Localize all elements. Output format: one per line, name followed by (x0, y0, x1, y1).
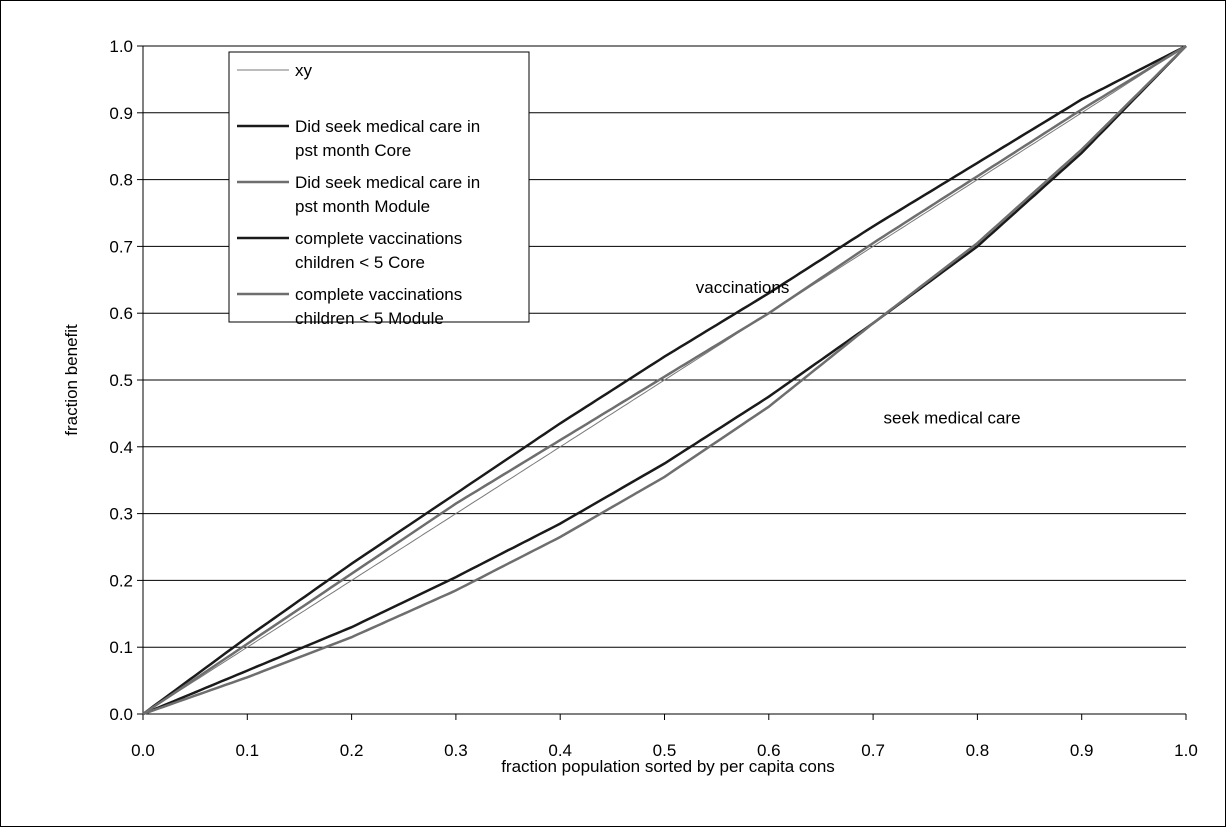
series-lines (142, 44, 1187, 716)
legend-label: children < 5 Core (295, 253, 425, 272)
x-tick-label: 0.7 (861, 741, 885, 760)
legend-label: pst month Core (295, 141, 411, 160)
annotation-label: vaccinations (696, 278, 790, 297)
legend-label: pst month Module (295, 197, 430, 216)
x-tick-label: 0.8 (966, 741, 990, 760)
y-tick-label: 0.9 (109, 104, 133, 123)
x-tick-label: 0.3 (444, 741, 468, 760)
x-axis-label: fraction population sorted by per capita… (501, 757, 835, 776)
series-line-0 (142, 45, 1187, 715)
series-line-3 (142, 44, 1187, 716)
legend-label: Did seek medical care in (295, 173, 480, 192)
y-tick-label: 1.0 (109, 37, 133, 56)
x-tick-label: 0.5 (653, 741, 677, 760)
series-line-1 (142, 45, 1187, 716)
legend-label: Did seek medical care in (295, 117, 480, 136)
y-tick-label: 0.8 (109, 171, 133, 190)
y-tick-label: 0.3 (109, 505, 133, 524)
legend-label: complete vaccinations (295, 229, 462, 248)
y-tick-label: 0.1 (109, 638, 133, 657)
y-tick-label: 0.6 (109, 304, 133, 323)
x-tick-label: 0.1 (235, 741, 259, 760)
x-tick-label: 0.0 (131, 741, 155, 760)
y-tick-label: 0.0 (109, 705, 133, 724)
x-tick-label: 0.4 (548, 741, 572, 760)
x-tick-label: 0.2 (340, 741, 364, 760)
legend-box (228, 51, 530, 323)
x-tick-label: 1.0 (1174, 741, 1198, 760)
y-axis-label: fraction benefit (62, 324, 81, 436)
y-tick-label: 0.2 (109, 571, 133, 590)
y-tick-label: 0.4 (109, 438, 133, 457)
legend-label: xy (295, 61, 313, 80)
legend-label: children < 5 Module (295, 309, 444, 328)
annotation-label: seek medical care (884, 408, 1021, 427)
y-tick-label: 0.5 (109, 371, 133, 390)
annotations: vaccinations seek medical care (696, 278, 1021, 427)
x-tick-label: 0.6 (757, 741, 781, 760)
x-tick-label: 0.9 (1070, 741, 1094, 760)
legend-label: complete vaccinations (295, 285, 462, 304)
series-line-4 (142, 44, 1187, 716)
y-tick-label: 0.7 (109, 237, 133, 256)
series-line-2 (142, 45, 1187, 716)
legend: xy Did seek medical care in pst month Core… (228, 51, 530, 328)
axes: 0.0 0.1 0.2 0.3 0.4 0.5 0.6 0.7 0.8 0.9 1.0 0.0 0.1 0… (109, 37, 1197, 760)
